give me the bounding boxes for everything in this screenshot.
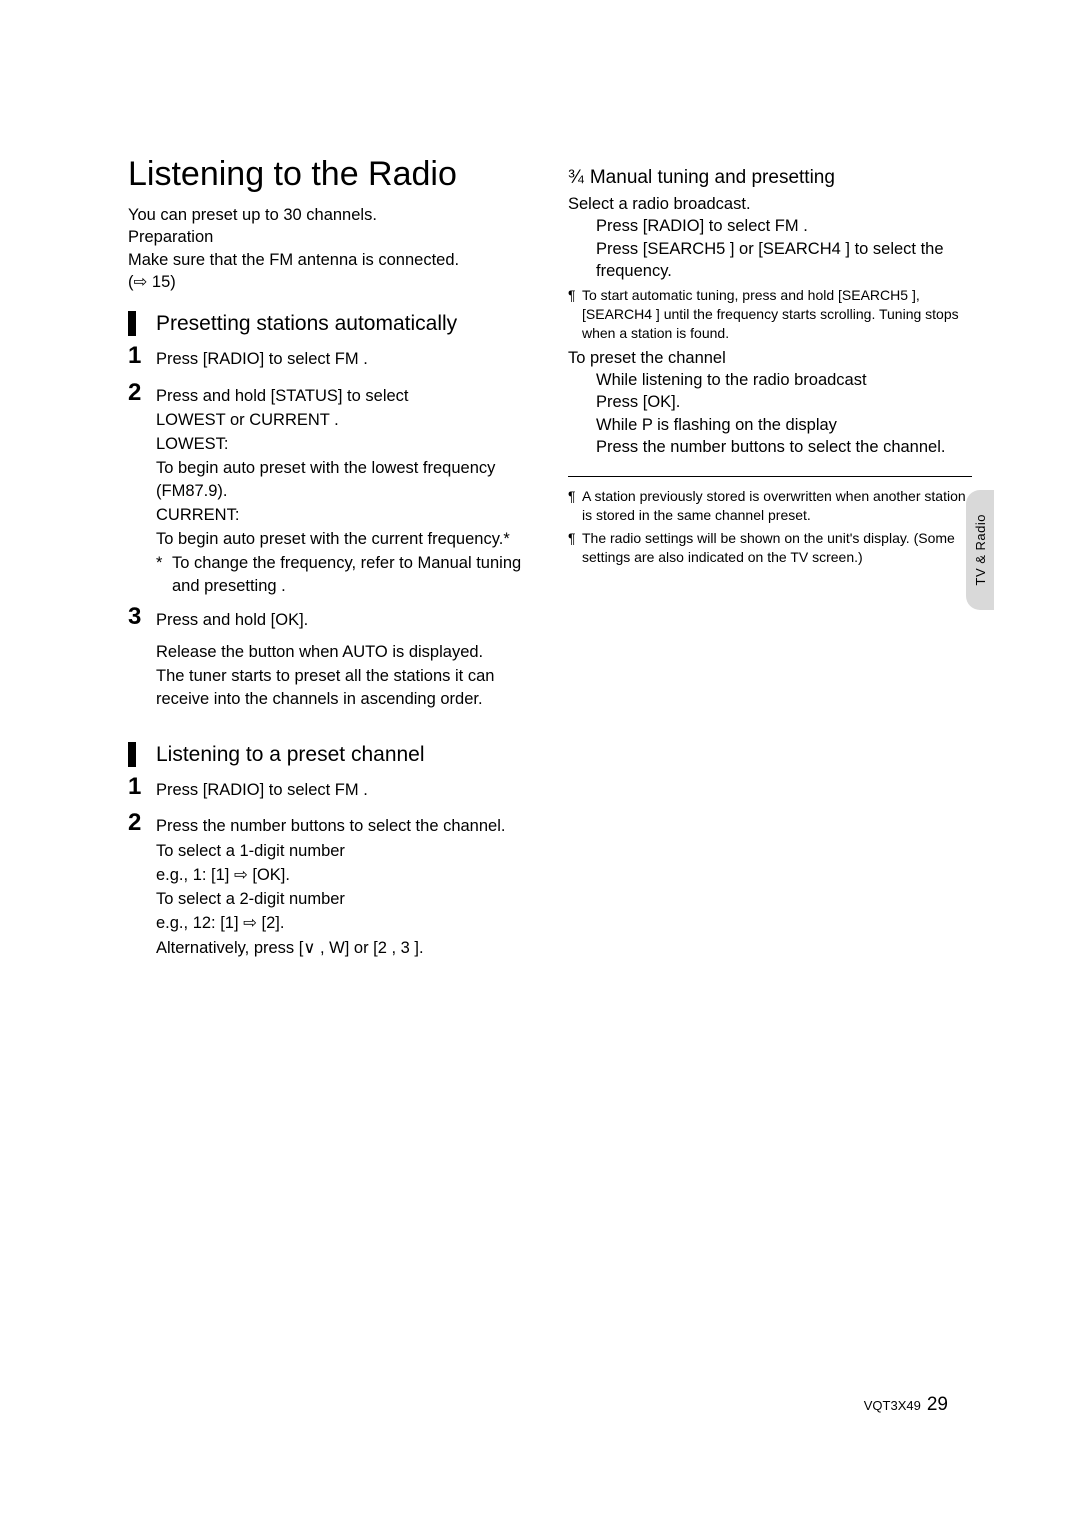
step-text: Press [RADIO] to select FM . [156, 348, 532, 370]
section-heading-text: Presetting stations automatically [156, 311, 532, 336]
step-text: To select a 1-digit number [156, 840, 532, 862]
step-body: Press [RADIO] to select FM . [156, 344, 532, 372]
section-heading-preset-channel: Listening to a preset channel [128, 742, 532, 767]
page-number: 29 [927, 1394, 948, 1415]
step-text: Alternatively, press [∨ , W] or [2 , 3 ]… [156, 937, 532, 959]
small-note-text: The radio settings will be shown on the … [582, 529, 972, 567]
step-2: 2 Press and hold [STATUS] to select LOWE… [128, 381, 532, 597]
step-text: e.g., 12: [1] ⇨ [2]. [156, 912, 532, 934]
right-text: Press [OK]. [596, 391, 972, 413]
right-text: Press the number buttons to select the c… [596, 436, 972, 458]
right-subheading-text: Manual tuning and presetting [590, 167, 835, 188]
option-body: To begin auto preset with the current fr… [156, 528, 532, 550]
right-text: While P is flashing on the display [596, 414, 972, 436]
step-number: 2 [128, 811, 156, 835]
step-number: 2 [128, 381, 156, 405]
step-1b: 1 Press [RADIO] to select FM . [128, 775, 532, 803]
doc-code: VQT3X49 [864, 1398, 921, 1413]
right-subheading: ¾ Manual tuning and presetting [568, 167, 972, 189]
step-text: Press [RADIO] to select FM . [156, 779, 532, 801]
step-text: Press and hold [OK]. [156, 609, 532, 631]
step-number: 1 [128, 775, 156, 799]
divider [568, 476, 972, 477]
manual-page: Listening to the Radio You can preset up… [0, 0, 1080, 1526]
right-column: ¾ Manual tuning and presetting Select a r… [568, 155, 972, 965]
step-text: To select a 2-digit number [156, 888, 532, 910]
intro-block: You can preset up to 30 channels. Prepar… [128, 204, 532, 293]
spacer [128, 712, 532, 730]
small-note: ¶ A station previously stored is overwri… [568, 487, 972, 525]
section-tab: TV & Radio [966, 490, 994, 610]
right-text: Select a radio broadcast. [568, 193, 972, 215]
step-body: Press the number buttons to select the c… [156, 811, 532, 961]
intro-line: You can preset up to 30 channels. [128, 204, 532, 226]
step-text: Press and hold [STATUS] to select [156, 385, 532, 407]
bullet-icon: ¶ [568, 286, 582, 343]
bullet-icon: ¶ [568, 529, 582, 567]
right-text: Press [RADIO] to select FM . [596, 215, 972, 237]
intro-line: Make sure that the FM antenna is connect… [128, 249, 532, 271]
footnote: * To change the frequency, refer to Manu… [156, 552, 532, 597]
step-text: LOWEST or CURRENT . [156, 409, 532, 431]
section-heading-text: Listening to a preset channel [156, 742, 532, 767]
asterisk: * [156, 552, 172, 597]
step-text: e.g., 1: [1] ⇨ [OK]. [156, 864, 532, 886]
section-tab-label: TV & Radio [973, 514, 988, 585]
page-title: Listening to the Radio [128, 155, 532, 194]
prep-label: Preparation [128, 226, 532, 248]
step-text: Press the number buttons to select the c… [156, 815, 532, 837]
step-number: 1 [128, 344, 156, 368]
small-note-text: A station previously stored is overwritt… [582, 487, 972, 525]
left-column: Listening to the Radio You can preset up… [128, 155, 532, 965]
right-text: Press [SEARCH5 ] or [SEARCH4 ] to select… [596, 238, 972, 283]
page-footer: VQT3X49 29 [864, 1394, 948, 1416]
small-note-text: To start automatic tuning, press and hol… [582, 286, 972, 343]
section-heading-preset-auto: Presetting stations automatically [128, 311, 532, 336]
step-body: Press and hold [OK]. [156, 605, 532, 633]
step-body: Press and hold [STATUS] to select LOWEST… [156, 381, 532, 597]
small-note: ¶ To start automatic tuning, press and h… [568, 286, 972, 343]
step-2b: 2 Press the number buttons to select the… [128, 811, 532, 961]
step-text: The tuner starts to preset all the stati… [156, 665, 532, 710]
step-3: 3 Press and hold [OK]. [128, 605, 532, 633]
bullet-icon: ¶ [568, 487, 582, 525]
option-label: LOWEST: [156, 433, 532, 455]
option-body: To begin auto preset with the lowest fre… [156, 457, 532, 502]
right-text: While listening to the radio broadcast [596, 369, 972, 391]
right-text: To preset the channel [568, 347, 972, 369]
intro-line: (⇨ 15) [128, 271, 532, 293]
option-label: CURRENT: [156, 504, 532, 526]
step-text: Release the button when AUTO is displaye… [156, 641, 532, 663]
step-1: 1 Press [RADIO] to select FM . [128, 344, 532, 372]
footnote-text: To change the frequency, refer to Manual… [172, 552, 532, 597]
step-number: 3 [128, 605, 156, 629]
step-3-extra: Release the button when AUTO is displaye… [156, 641, 532, 710]
two-column-layout: Listening to the Radio You can preset up… [128, 155, 972, 965]
step-body: Press [RADIO] to select FM . [156, 775, 532, 803]
square-bullet-icon: ¾ [568, 167, 584, 188]
small-note: ¶ The radio settings will be shown on th… [568, 529, 972, 567]
